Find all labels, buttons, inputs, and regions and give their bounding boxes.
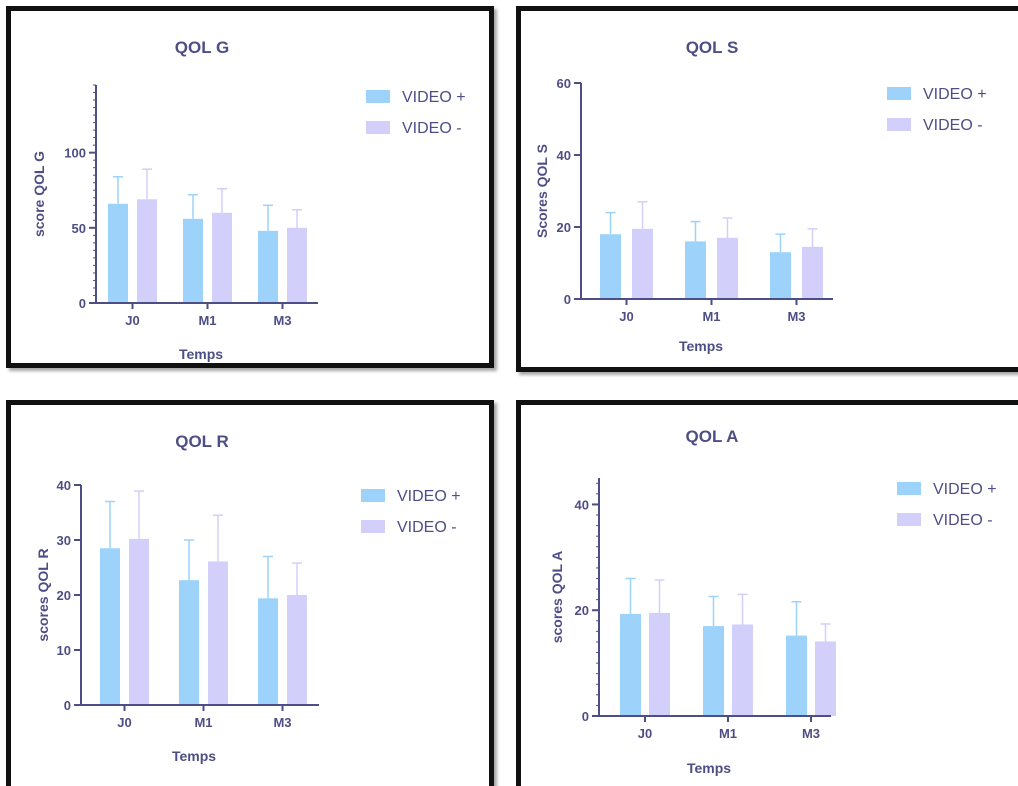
legend-swatch-video [361,489,385,502]
bar-video-j0 [649,612,670,716]
legend-swatch-video [366,121,390,134]
bar-video-j0 [137,199,157,303]
legend-label-video: VIDEO + [923,86,987,103]
bar-video-m3 [786,635,807,716]
chart-title: QOL S [686,38,739,57]
bar-video-m3 [770,252,791,299]
chart-title: QOL A [686,427,739,446]
legend-label-video: VIDEO - [923,117,983,134]
x-tick-label-m3: M3 [273,313,291,328]
x-tick-label-m3: M3 [273,715,291,730]
y-tick-label: 20 [575,603,589,618]
y-axis-label: Scores QOL S [534,144,550,238]
y-tick-label: 50 [72,221,86,236]
legend-label-video: VIDEO + [397,488,461,505]
legend-swatch-video [361,520,385,533]
legend-swatch-video [366,90,390,103]
legend-label-video: VIDEO - [397,519,457,536]
legend-swatch-video [897,482,921,495]
x-axis-label: Temps [179,346,223,362]
x-tick-label-j0: J0 [619,309,633,324]
bar-video-j0 [600,234,621,299]
chart-panel-qol-r: QOL R 0 10 20 30 40 J0 M1 M3 Temps scores QOL R VID… [6,400,494,786]
y-axis-label: scores QOL A [549,551,565,644]
bar-video-m3 [815,641,836,716]
x-axis-label: Temps [679,338,723,354]
bar-video-m1 [212,212,232,303]
legend-swatch-video [887,118,911,131]
bar-video-j0 [100,548,120,705]
bar-video-m1 [703,626,724,716]
bar-video-m3 [802,246,823,299]
x-tick-label-j0: J0 [638,726,652,741]
y-tick-label: 40 [575,497,589,512]
y-tick-label: 30 [57,533,71,548]
y-tick-label: 100 [64,146,86,161]
x-tick-label-m1: M1 [194,715,212,730]
chart-svg: QOL A 0 20 40 J0 M1 M3 Temps scores QOL A VIDEO +… [549,427,997,776]
y-tick-label: 40 [557,148,571,163]
bar-video-m3 [258,230,278,303]
x-axis-label: Temps [687,760,731,776]
chart-panel-qol-a: QOL A 0 20 40 J0 M1 M3 Temps scores QOL A VIDEO +… [516,400,1018,786]
legend-swatch-video [887,87,911,100]
chart-svg: QOL R 0 10 20 30 40 J0 M1 M3 Temps scores QOL R VID… [35,432,461,764]
bar-video-m1 [179,580,199,705]
chart-svg: QOL S 0 20 40 60 J0 M1 M3 Temps Scores QOL S VIDEO… [534,38,987,354]
y-tick-label: 10 [57,643,71,658]
y-tick-label: 60 [557,76,571,91]
legend-swatch-video [897,513,921,526]
chart-panel-qol-g: QOL G 0 50 100 J0 M1 M3 Temps score QOL G VIDEO +… [6,6,494,368]
y-tick-label: 0 [564,292,571,307]
bar-video-j0 [632,228,653,299]
y-tick-label: 20 [57,588,71,603]
legend-label-video: VIDEO + [402,89,466,106]
chart-title: QOL G [175,38,229,57]
chart-svg: QOL G 0 50 100 J0 M1 M3 Temps score QOL G VIDEO +… [31,38,466,362]
x-tick-label-m3: M3 [802,726,820,741]
x-tick-label-m3: M3 [787,309,805,324]
bar-video-m3 [287,595,307,705]
x-tick-label-j0: J0 [125,313,139,328]
y-tick-label: 0 [64,698,71,713]
chart-panel-qol-s: QOL S 0 20 40 60 J0 M1 M3 Temps Scores QOL S VIDEO… [516,6,1018,372]
bar-video-m1 [208,561,228,705]
x-tick-label-m1: M1 [198,313,216,328]
bar-video-m1 [183,218,203,303]
legend-label-video: VIDEO - [933,512,993,529]
bar-video-m1 [717,237,738,299]
x-axis-label: Temps [172,748,216,764]
bar-video-m1 [732,624,753,716]
y-tick-label: 40 [57,478,71,493]
bar-video-j0 [620,613,641,716]
bar-video-m3 [258,598,278,705]
y-tick-label: 20 [557,220,571,235]
x-tick-label-j0: J0 [117,715,131,730]
x-tick-label-m1: M1 [702,309,720,324]
bar-video-m1 [685,241,706,299]
y-tick-label: 0 [79,296,86,311]
y-tick-label: 0 [582,709,589,724]
bar-video-m3 [287,227,307,303]
y-axis-label: score QOL G [31,151,47,237]
y-axis-label: scores QOL R [35,548,51,641]
bar-video-j0 [108,203,128,303]
bar-video-j0 [129,538,149,705]
x-tick-label-m1: M1 [719,726,737,741]
legend-label-video: VIDEO - [402,120,462,137]
chart-title: QOL R [175,432,229,451]
legend-label-video: VIDEO + [933,481,997,498]
